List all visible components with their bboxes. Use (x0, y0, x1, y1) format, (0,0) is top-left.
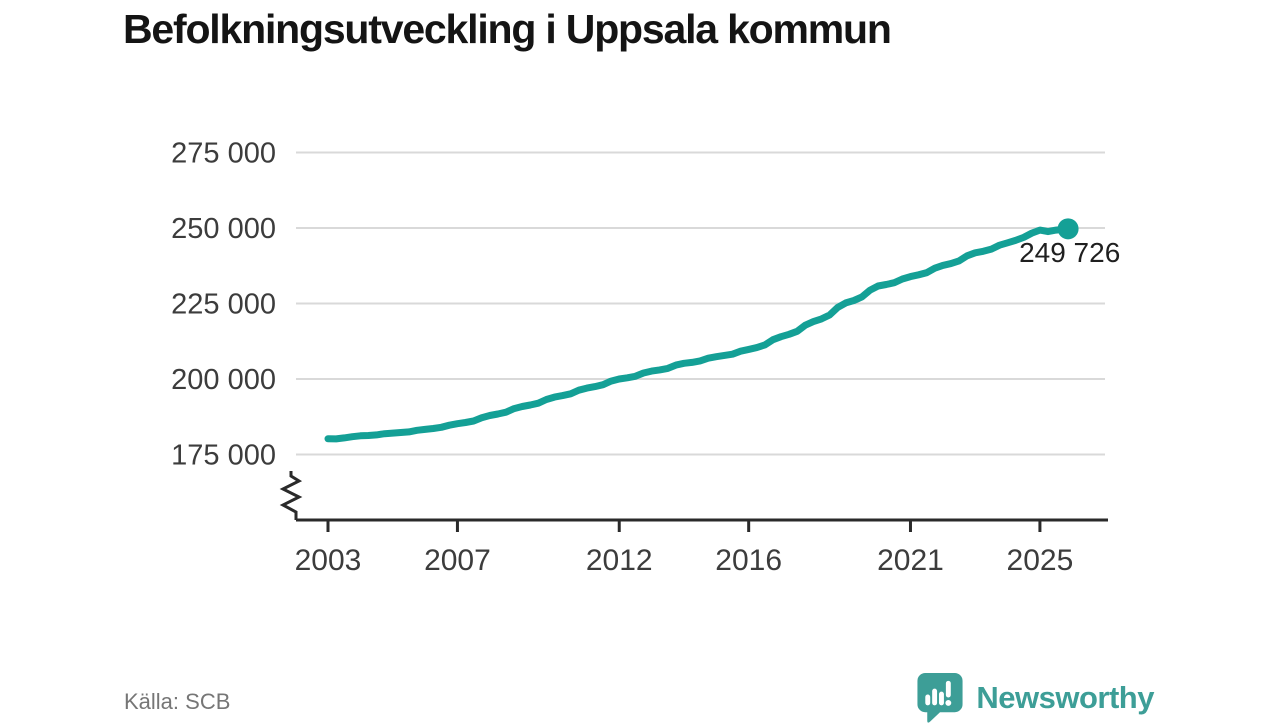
x-tick-label-2016: 2016 (715, 544, 782, 577)
brand-wordmark: Newsworthy (976, 679, 1154, 715)
y-tick-label-225000: 225 000 (171, 289, 276, 321)
newsworthy-logo-icon (917, 672, 963, 723)
y-tick-label-175000: 175 000 (171, 440, 276, 472)
logo-bar-1 (925, 694, 931, 706)
x-tick-label-2003: 2003 (295, 544, 362, 577)
latest-value-label: 249 726 (1019, 237, 1120, 268)
logo-bar-3 (939, 691, 945, 706)
logo-exclamation-bar (946, 680, 952, 698)
logo-exclamation-dot (945, 699, 952, 706)
logo-bar-2 (932, 688, 938, 706)
y-axis-break-icon (279, 471, 303, 520)
chart-title: Befolkningsutveckling i Uppsala kommun (123, 6, 892, 52)
y-tick-label-275000: 275 000 (171, 138, 276, 170)
y-tick-label-250000: 250 000 (171, 213, 276, 245)
x-tick-label-2025: 2025 (1007, 544, 1074, 577)
x-tick-label-2021: 2021 (877, 544, 944, 577)
latest-point-dot (1057, 218, 1079, 240)
y-tick-label-200000: 200 000 (171, 364, 276, 396)
x-tick-label-2007: 2007 (424, 544, 491, 577)
source-label: Källa: SCB (124, 689, 231, 714)
newsworthy-brand: Newsworthy (914, 672, 1154, 723)
population-line (324, 225, 1072, 443)
x-tick-label-2012: 2012 (586, 544, 653, 577)
